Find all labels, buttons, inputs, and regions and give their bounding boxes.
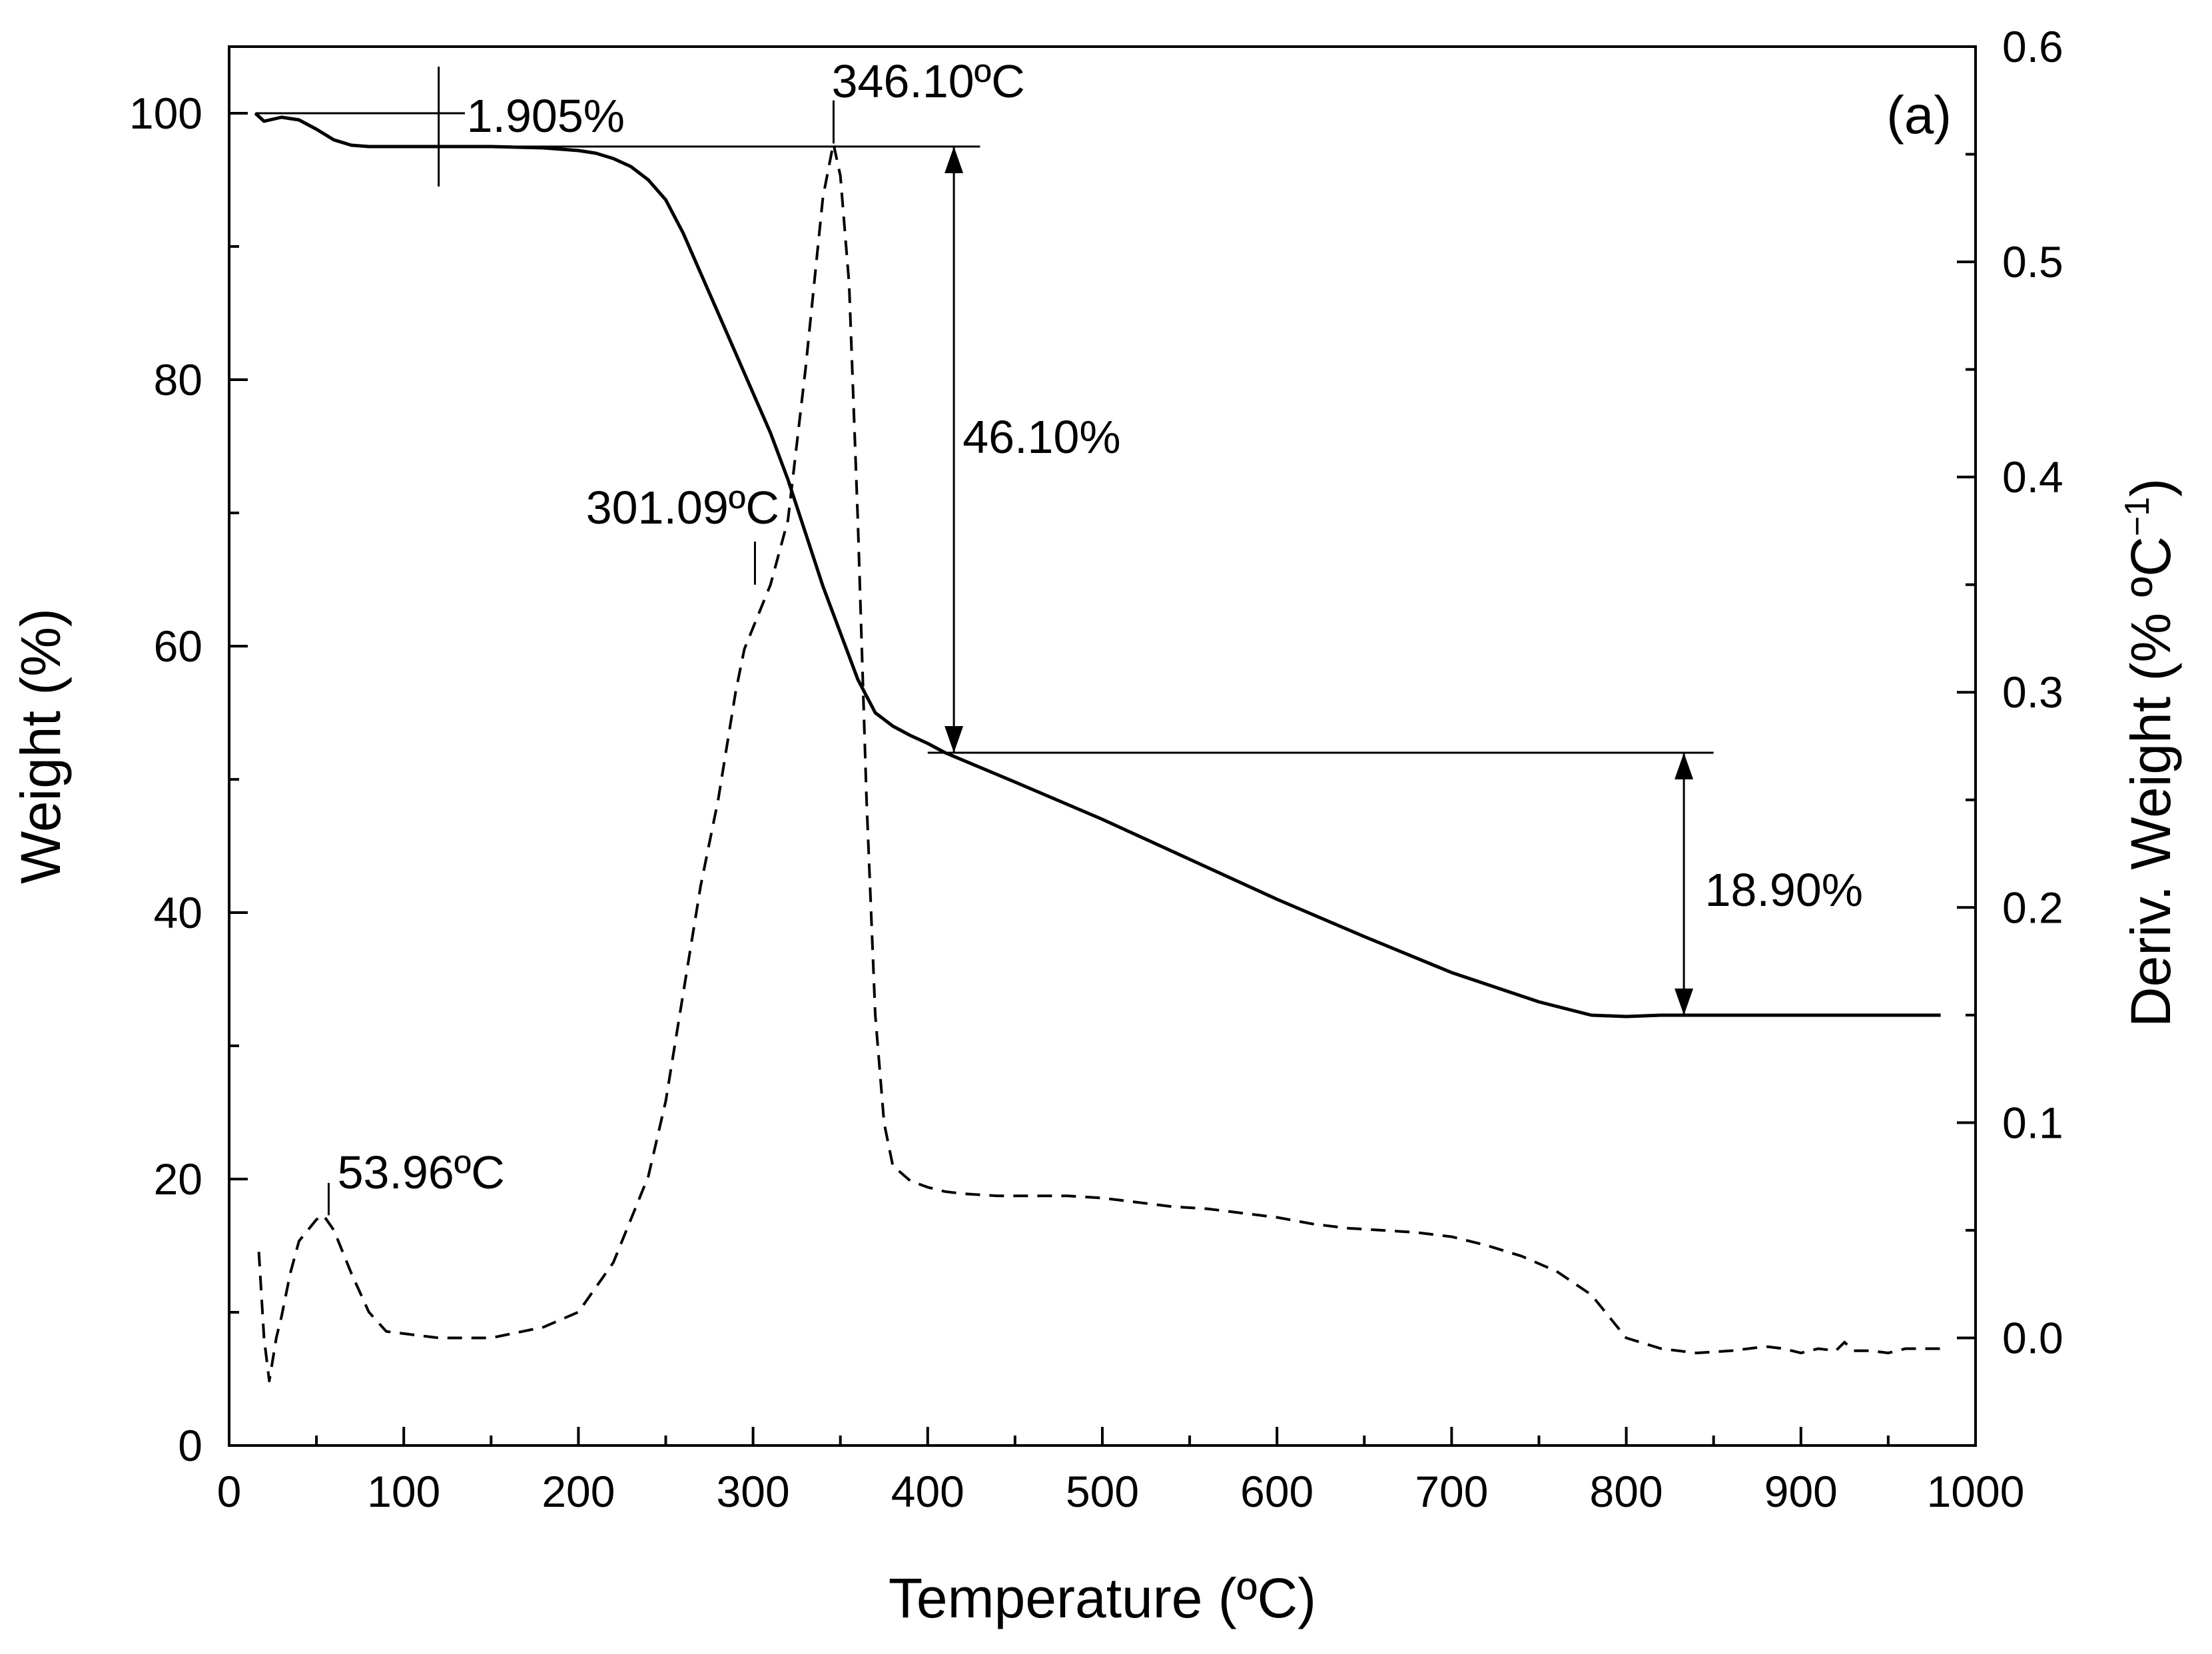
x-tick-label: 600 <box>1240 1467 1313 1516</box>
x-tick-label: 800 <box>1590 1467 1663 1516</box>
y-axis-left: 0 20 40 60 80 100 <box>129 89 248 1470</box>
y2-axis-title-sup: −1 <box>2118 497 2157 536</box>
weight-line <box>254 112 1941 1019</box>
y2-tick-label: 0.1 <box>2002 1098 2063 1147</box>
y-tick-label: 60 <box>154 621 202 671</box>
y2-tick-label: 0.6 <box>2002 22 2063 71</box>
y-tick-label: 40 <box>154 888 202 937</box>
x-axis: 0 100 200 300 400 500 600 700 800 900 1000 <box>217 1427 2025 1516</box>
y2-axis-title-main: Deriv. Weight (% ºC <box>2119 536 2182 1027</box>
y2-axis-title-close: ) <box>2119 478 2182 497</box>
annotation-label: 1.905% <box>467 90 625 142</box>
x-tick-label: 100 <box>367 1467 440 1516</box>
annotation-label: 301.09ºC <box>586 482 779 534</box>
panel-label: (a) <box>1886 85 1952 145</box>
arrow-46-10-head-top <box>944 147 964 173</box>
series-layer <box>254 112 1941 1383</box>
annotation-layer: 1.905% 346.10ºC 301.09ºC 46.10% 18.90% 53.96º… <box>255 55 1863 1216</box>
x-tick-label: 1000 <box>1927 1467 2025 1516</box>
derivative-weight-line <box>257 142 1941 1383</box>
y-tick-label: 20 <box>154 1154 202 1204</box>
y2-tick-label: 0.4 <box>2002 452 2063 502</box>
y2-tick-label: 0.2 <box>2002 883 2063 932</box>
x-tick-label: 200 <box>542 1467 615 1516</box>
annotation-label: 46.10% <box>962 411 1120 463</box>
x-tick-label: 0 <box>217 1467 242 1516</box>
annotation-label: 53.96ºC <box>338 1146 505 1198</box>
y-tick-label: 100 <box>129 89 202 138</box>
annotation-label: 18.90% <box>1705 864 1863 916</box>
x-tick-label: 500 <box>1066 1467 1139 1516</box>
y-axis-title: Weight (%) <box>9 608 72 884</box>
x-tick-label: 900 <box>1764 1467 1838 1516</box>
x-tick-label: 400 <box>891 1467 964 1516</box>
y2-tick-label: 0.3 <box>2002 667 2063 717</box>
x-tick-label: 700 <box>1415 1467 1488 1516</box>
y-tick-label: 80 <box>154 355 202 404</box>
arrow-18-90-head-top <box>1674 753 1694 779</box>
y-axis-right: 0.0 0.1 0.2 0.3 0.4 0.5 0.6 <box>1957 22 2063 1447</box>
x-tick-label: 300 <box>717 1467 790 1516</box>
annotation-label: 346.10ºC <box>832 55 1025 107</box>
arrow-46-10-head-bottom <box>944 726 964 753</box>
x-axis-title: Temperature (ºC) <box>889 1567 1316 1629</box>
y-tick-label: 0 <box>178 1421 202 1470</box>
y2-tick-label: 0.5 <box>2002 237 2063 286</box>
y2-tick-label: 0.0 <box>2002 1313 2063 1362</box>
plot-frame <box>228 45 1977 1447</box>
arrow-18-90-head-bottom <box>1674 989 1694 1015</box>
y2-axis-title: Deriv. Weight (% ºC−1) <box>2118 478 2182 1027</box>
